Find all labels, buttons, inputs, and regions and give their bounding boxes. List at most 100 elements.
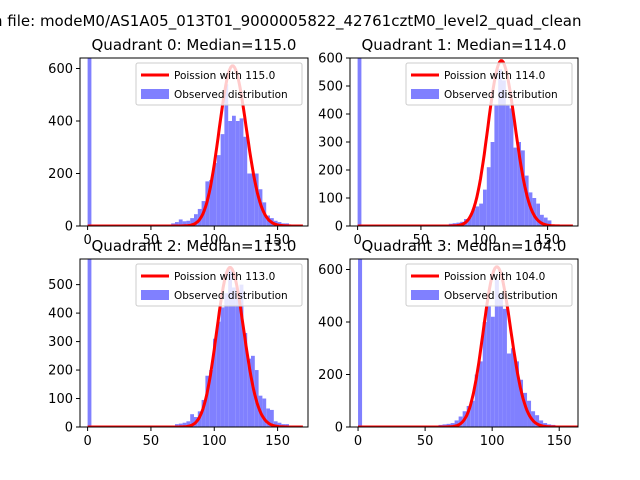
y-tick-label: 400 — [318, 108, 343, 123]
legend-hist-swatch — [411, 290, 439, 300]
histogram-bar — [239, 284, 244, 427]
histogram-bar — [498, 69, 502, 226]
histogram-bar — [535, 415, 540, 427]
histogram-bar — [524, 175, 529, 226]
histogram-bar — [228, 121, 232, 226]
legend-observed-label: Observed distribution — [444, 290, 558, 302]
histogram-bar — [509, 108, 514, 226]
y-tick-label: 200 — [48, 167, 73, 182]
y-tick-label: 400 — [48, 307, 73, 322]
x-tick-label: 0 — [83, 233, 91, 248]
histogram-bar — [532, 198, 537, 226]
legend-observed-label: Observed distribution — [174, 89, 288, 101]
histogram-bar — [513, 147, 518, 226]
y-tick-label: 0 — [65, 421, 73, 436]
histogram-bar — [220, 134, 225, 226]
histogram-bar — [358, 259, 363, 427]
histogram-bar — [201, 399, 206, 427]
histogram-bar — [190, 414, 194, 427]
subplot-quadrant-0: 0 50 100 150 0 200 400 600 Quadrant 0: Median=11… — [48, 36, 309, 248]
y-tick-label: 600 — [48, 62, 73, 77]
histogram-bar — [474, 374, 479, 427]
histogram-bar — [490, 316, 495, 427]
histogram-bar — [486, 306, 491, 427]
x-tick-label: 100 — [202, 434, 227, 449]
histogram-bar — [235, 121, 240, 226]
histogram-bar — [209, 180, 213, 226]
histogram-bar — [262, 398, 267, 427]
histogram-bar — [235, 298, 240, 427]
legend: Poission with 114.0 Observed distribution — [405, 62, 573, 106]
histogram-bar — [471, 209, 476, 226]
histogram-bar — [494, 280, 499, 427]
y-tick-label: 200 — [318, 368, 343, 383]
histogram-bar — [490, 142, 495, 226]
histogram-bar — [87, 259, 92, 427]
y-tick-label: 600 — [318, 52, 343, 67]
legend-poisson-label: Poission with 113.0 — [174, 271, 275, 283]
legend-observed-label: Observed distribution — [174, 290, 288, 302]
histogram-bar — [506, 353, 511, 427]
subplot-quadrant-2: 0 50 100 150 0 100 200 300 400 500 Quadrant 2: Med… — [48, 237, 309, 449]
histogram-bar — [502, 80, 506, 226]
legend-box — [405, 62, 573, 106]
histogram-bar — [479, 203, 483, 226]
histogram-bar — [478, 361, 483, 427]
axes-frame — [349, 258, 579, 428]
y-tick-label: 100 — [318, 192, 343, 207]
y-tick-label: 200 — [48, 364, 73, 379]
histogram-bar — [178, 219, 183, 226]
histogram-bar — [194, 214, 198, 226]
histogram-bar — [216, 155, 221, 226]
x-tick-label: 0 — [354, 434, 362, 449]
histogram-bar — [232, 115, 236, 226]
histogram-bar — [220, 307, 225, 427]
histogram-bar — [190, 218, 194, 226]
histogram-bar — [450, 423, 455, 427]
histogram-bar — [182, 422, 187, 427]
legend: Poission with 115.0 Observed distribution — [135, 62, 303, 106]
histogram-bar — [498, 293, 503, 427]
y-tick-label: 300 — [318, 136, 343, 151]
subplot-title: Quadrant 2: Median=113.0 — [92, 237, 297, 255]
histogram-bar — [254, 173, 259, 226]
x-tick-label: 100 — [472, 233, 497, 248]
histogram-bar — [475, 206, 480, 226]
subplot-title: Quadrant 0: Median=115.0 — [92, 36, 297, 54]
subplots-grid: 0 50 100 150 0 200 400 600 Quadrant 0: Median=11… — [48, 36, 579, 449]
x-tick-label: 100 — [480, 434, 505, 449]
histogram-bar — [470, 400, 475, 427]
histogram-bar — [505, 105, 510, 226]
histogram-bar — [518, 379, 524, 427]
y-tick-label: 100 — [48, 392, 73, 407]
histogram-bar — [209, 370, 213, 427]
x-tick-label: 150 — [535, 233, 560, 248]
histogram-bar — [243, 136, 248, 226]
y-tick-label: 0 — [65, 220, 73, 235]
histogram-bar — [514, 361, 519, 427]
histogram-bar — [213, 338, 217, 427]
legend-hist-swatch — [141, 290, 169, 300]
histogram-bar — [357, 58, 362, 226]
x-tick-label: 50 — [143, 233, 160, 248]
y-tick-label: 500 — [318, 80, 343, 95]
legend: Poission with 113.0 Observed distribution — [135, 263, 303, 307]
subplot-title: Quadrant 3: Median=104.0 — [362, 237, 567, 255]
x-tick-label: 0 — [353, 233, 361, 248]
histogram-bar — [232, 287, 236, 427]
y-tick-label: 400 — [48, 115, 73, 130]
histogram-bar — [539, 420, 544, 427]
poisson-curve — [357, 59, 574, 226]
y-tick-label: 300 — [48, 335, 73, 350]
y-tick-label: 0 — [335, 220, 343, 235]
y-tick-label: 600 — [318, 263, 343, 278]
histogram-bar — [247, 358, 251, 427]
legend-poisson-label: Poission with 104.0 — [444, 271, 545, 283]
legend-hist-swatch — [411, 89, 439, 99]
histogram-bar — [178, 423, 183, 427]
x-tick-label: 100 — [202, 233, 227, 248]
x-tick-label: 150 — [265, 434, 290, 449]
histogram-bar — [186, 220, 191, 226]
histogram-bar — [270, 409, 274, 427]
